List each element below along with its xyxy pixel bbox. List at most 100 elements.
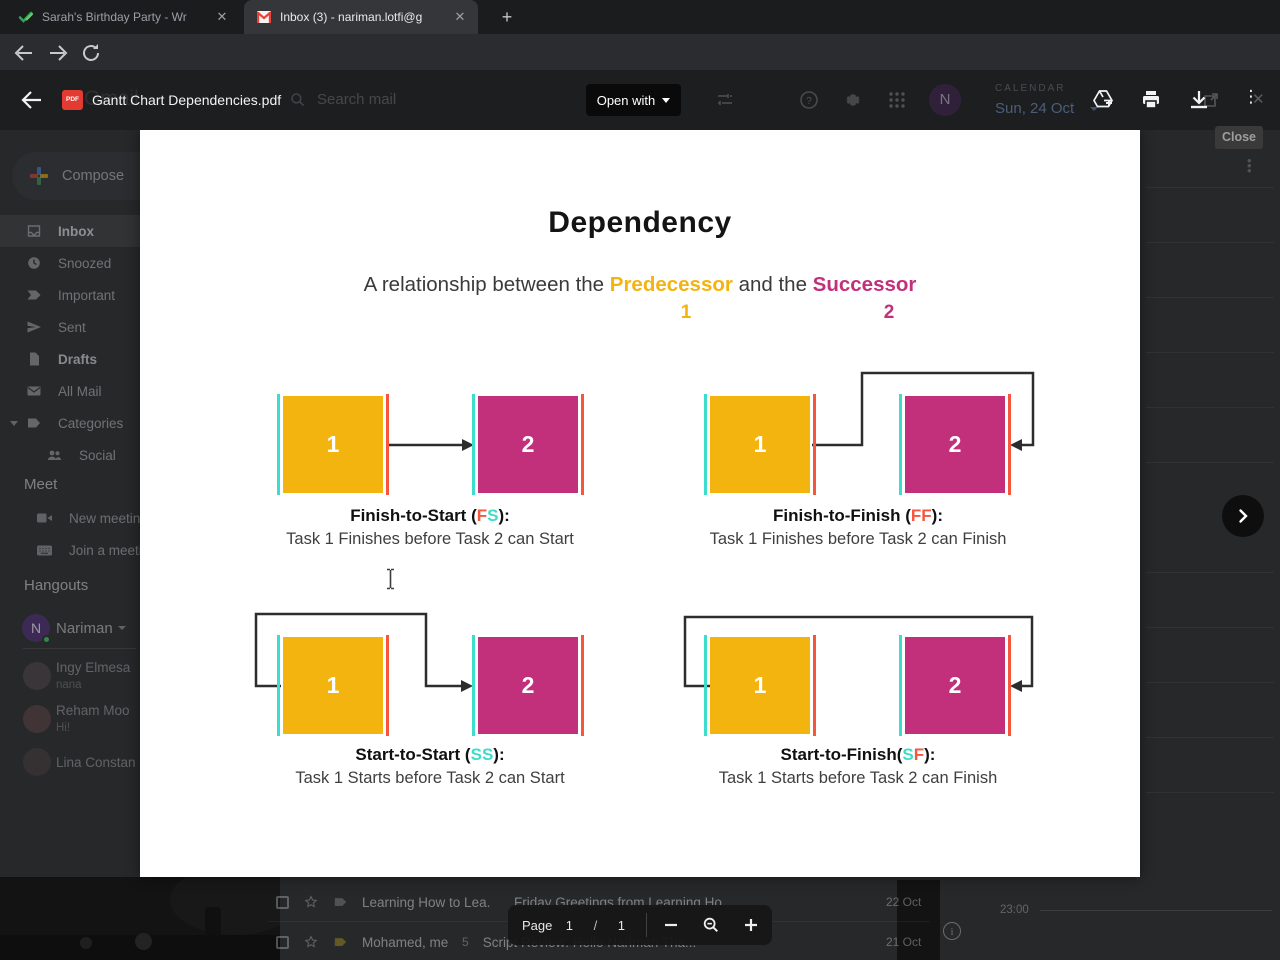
print-icon[interactable]	[1139, 88, 1163, 112]
zoom-tool-button[interactable]	[691, 905, 731, 945]
viewer-more-icon[interactable]: ⋮	[1242, 87, 1260, 106]
refresh-icon[interactable]	[79, 41, 103, 65]
search-placeholder[interactable]: Search mail	[317, 91, 397, 108]
sidebar-item-snoozed[interactable]: Snoozed	[0, 247, 268, 279]
page-label: Page	[522, 917, 553, 933]
tab-title: Sarah's Birthday Party - Wr	[42, 10, 187, 24]
checkbox[interactable]	[276, 935, 289, 949]
viewer-header: Gmail Search mail ? N CALENDAR Sun, 24 O…	[0, 70, 1280, 130]
contact-name[interactable]: Reham Moo	[56, 703, 130, 718]
open-in-new-icon[interactable]	[1203, 92, 1219, 108]
calendar-panel-label: CALENDAR	[995, 83, 1066, 94]
info-icon[interactable]: i	[943, 922, 961, 940]
calendar-date[interactable]: Sun, 24 Oct	[995, 100, 1075, 117]
open-with-button[interactable]: Open with	[586, 84, 681, 116]
theme-background-image	[0, 877, 280, 960]
task1-box: 1	[704, 635, 816, 736]
divider	[23, 648, 136, 649]
email-thread-count: 5	[462, 935, 469, 949]
sidebar-item-sent[interactable]: Sent	[0, 311, 268, 343]
viewer-overlay: • • • Compose Inbox Snoozed Important Sent	[0, 70, 1280, 960]
browser-toolbar: mail.google.com/mail/u/0/#inbox?projecto…	[0, 34, 1280, 101]
email-sender: Mohamed, me	[362, 934, 449, 950]
svg-text:?: ?	[806, 96, 812, 107]
hangouts-self-name[interactable]: Nariman	[56, 620, 113, 637]
add-to-drive-icon[interactable]	[1091, 88, 1115, 112]
new-meeting-item[interactable]: New meeting	[0, 502, 268, 534]
successor-label: Successor	[812, 273, 917, 296]
fs-caption: Finish-to-Start (FS): Task 1 Finishes be…	[286, 506, 574, 548]
join-meeting-item[interactable]: Join a meeting	[0, 534, 268, 566]
email-sender: Learning How to Lea.	[362, 894, 491, 910]
forward-icon[interactable]	[46, 41, 70, 65]
important-marker-icon	[27, 290, 41, 300]
compose-label: Compose	[62, 168, 125, 184]
pdf-page: Dependency A relationship between the Pr…	[140, 130, 1140, 877]
contact-name[interactable]: Ingy Elmesa	[56, 660, 131, 675]
theme-background-image	[897, 880, 940, 960]
envelope-icon	[27, 386, 41, 396]
collapse-caret-icon[interactable]	[10, 420, 18, 426]
calendar-row-line	[1146, 352, 1274, 353]
draft-file-icon	[30, 352, 39, 366]
text-cursor	[387, 568, 394, 590]
viewer-filename: Gantt Chart Dependencies.pdf	[92, 92, 282, 108]
divider	[646, 913, 648, 937]
person-silhouette	[80, 937, 92, 949]
settings-gear-icon[interactable]	[843, 90, 863, 110]
email-date: 22 Oct	[886, 895, 922, 909]
next-attachment-button[interactable]	[1222, 495, 1264, 537]
panel-overflow-dots: • • •	[1247, 153, 1252, 178]
tab-inbox[interactable]: Inbox (3) - nariman.lotfi@g ✕	[244, 0, 478, 34]
star-icon[interactable]	[303, 934, 319, 950]
predecessor-number: 1	[680, 302, 692, 323]
email-date: 21 Oct	[886, 935, 922, 949]
hangouts-caret-icon[interactable]	[118, 626, 126, 630]
compose-plus-icon	[30, 167, 48, 185]
task1-box: 1	[704, 394, 816, 495]
calendar-row-line	[1146, 297, 1274, 298]
chevron-down-icon	[662, 97, 671, 103]
calendar-row-line	[1146, 627, 1274, 628]
task1-box: 1	[277, 635, 389, 736]
total-pages: 1	[617, 917, 625, 933]
back-icon[interactable]	[12, 41, 36, 65]
tab-birthday-party[interactable]: Sarah's Birthday Party - Wr ✕	[6, 0, 240, 34]
zoom-out-button[interactable]	[651, 905, 691, 945]
sf-caption: Start-to-Finish(SF): Task 1 Starts befor…	[718, 745, 998, 787]
keyboard-icon	[37, 545, 52, 555]
sidebar-item-important[interactable]: Important	[0, 279, 268, 311]
contact-name[interactable]: Lina Constan	[56, 755, 136, 770]
sidebar-item-all-mail[interactable]: All Mail	[0, 375, 268, 407]
successor-number: 2	[883, 302, 895, 323]
gmail-logo-ghost: Gmail	[84, 87, 139, 110]
contact-snippet: nana	[56, 679, 82, 691]
calendar-hour-line	[1040, 910, 1272, 911]
date-caret-icon	[1090, 107, 1098, 111]
help-icon[interactable]: ?	[799, 90, 819, 110]
label-arrow-icon	[334, 898, 347, 906]
close-tab-icon[interactable]: ✕	[454, 9, 466, 24]
account-avatar[interactable]: N	[929, 84, 961, 116]
checkbox[interactable]	[276, 895, 289, 909]
current-page-input[interactable]: 1	[565, 917, 573, 933]
close-tab-icon[interactable]: ✕	[216, 9, 228, 24]
task1-box: 1	[277, 394, 389, 495]
close-panel-icon[interactable]: ✕	[1252, 91, 1265, 108]
download-icon[interactable]	[1187, 88, 1211, 112]
pdf-file-icon: PDF	[62, 90, 83, 110]
new-tab-button[interactable]: +	[501, 7, 513, 27]
pdf-subtitle: A relationship between the Predecessor a…	[363, 273, 917, 296]
star-icon[interactable]	[303, 894, 319, 910]
zoom-in-button[interactable]	[731, 905, 771, 945]
contact-avatar	[23, 705, 51, 733]
sidebar-item-categories[interactable]: Categories	[0, 407, 268, 439]
search-options-icon[interactable]	[715, 90, 735, 110]
apps-grid-icon[interactable]	[888, 91, 906, 109]
dependency-connectors	[254, 371, 1035, 692]
sidebar-item-social[interactable]: Social	[0, 439, 268, 471]
open-with-label: Open with	[596, 92, 656, 108]
viewer-back-icon[interactable]	[20, 88, 44, 112]
label-icon	[28, 418, 40, 428]
sidebar-item-drafts[interactable]: Drafts	[0, 343, 268, 375]
